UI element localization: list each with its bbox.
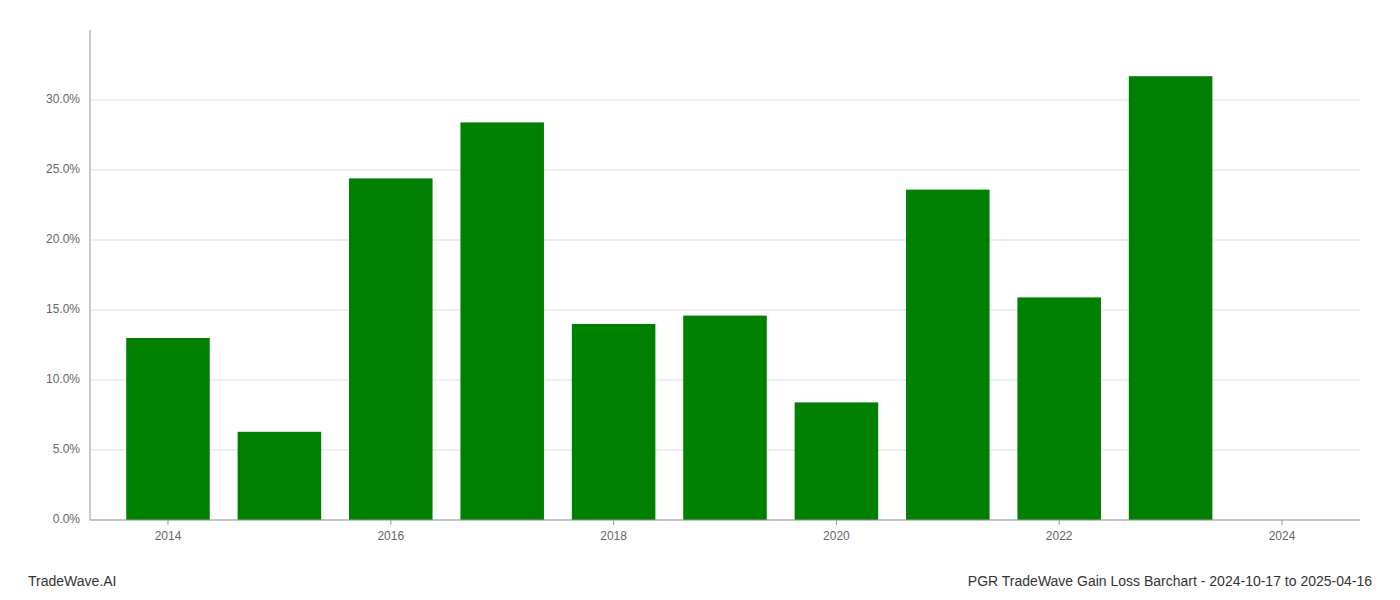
bar (1129, 76, 1213, 520)
x-tick-label: 2020 (823, 529, 850, 543)
x-tick (613, 520, 614, 525)
title: PGR TradeWave Gain Loss Barchart - 2024-… (968, 573, 1372, 589)
x-tick-label: 2024 (1269, 529, 1296, 543)
bar (906, 190, 990, 520)
bars (126, 76, 1212, 520)
watermark: TradeWave.AI (28, 573, 116, 589)
x-tick (390, 520, 391, 525)
bar (572, 324, 656, 520)
grid-line (90, 520, 1360, 521)
bar (460, 122, 544, 520)
y-tick-label: 30.0% (46, 92, 80, 106)
x-tick-label: 2016 (377, 529, 404, 543)
bar (126, 338, 210, 520)
y-tick-labels: 0.0% 5.0% 10.0% 15.0% 20.0% 25.0% 30.0% (46, 92, 80, 526)
y-tick-label: 5.0% (53, 442, 81, 456)
x-tick (167, 520, 168, 525)
y-tick-label: 20.0% (46, 232, 80, 246)
x-tick (1282, 520, 1283, 525)
y-axis-line (90, 30, 91, 520)
bar (349, 178, 433, 520)
x-ticks: 2014 2016 2018 2020 2022 2024 (155, 520, 1296, 543)
y-tick-label: 25.0% (46, 162, 80, 176)
bar (683, 316, 767, 520)
bar (795, 402, 879, 520)
chart-container: 0.0%5.0%10.0%15.0%20.0%25.0%30.0%2014201… (0, 0, 1400, 600)
x-axis-line (90, 520, 1360, 521)
x-tick-label: 2014 (155, 529, 182, 543)
chart-svg: 0.0%5.0%10.0%15.0%20.0%25.0%30.0%2014201… (0, 0, 1400, 600)
bar (238, 432, 322, 520)
x-tick-label: 2018 (600, 529, 627, 543)
y-tick-label: 10.0% (46, 372, 80, 386)
y-tick-label: 15.0% (46, 302, 80, 316)
x-tick (1059, 520, 1060, 525)
y-tick-label: 0.0% (53, 512, 81, 526)
bar (1017, 297, 1101, 520)
x-tick (836, 520, 837, 525)
x-tick-label: 2022 (1046, 529, 1073, 543)
